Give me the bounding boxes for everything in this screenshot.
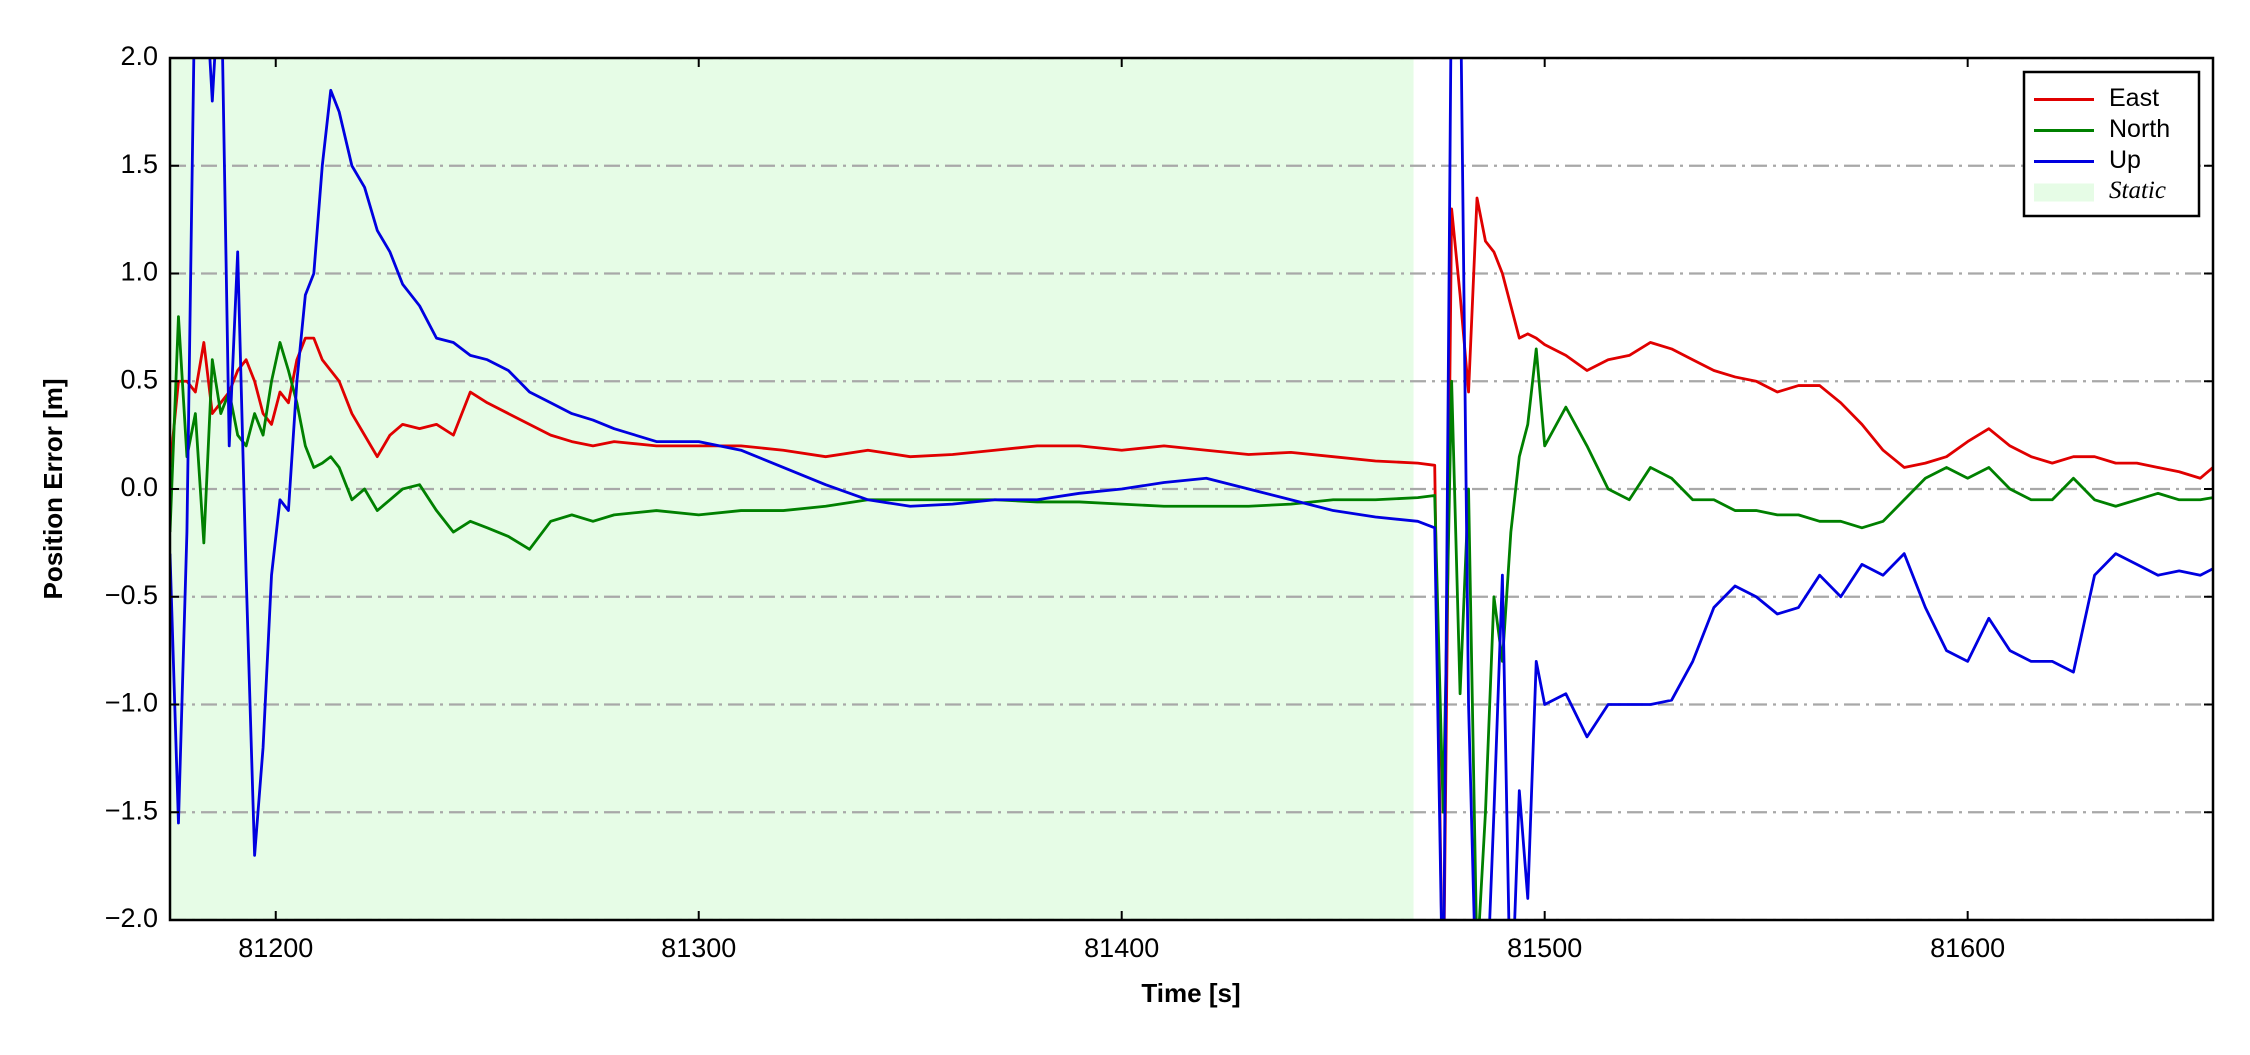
series-line xyxy=(170,315,2213,920)
series-line xyxy=(170,58,2213,920)
y-tick-label: 2.0 xyxy=(120,41,158,71)
x-axis-title: Time [s] xyxy=(1141,978,1240,1008)
x-tick-label: 81400 xyxy=(1084,933,1159,963)
axes: −2.0 −1.5 −1.0 −0.5 0.0 0.5 1.0 1.5 2.0 81200 8130… xyxy=(105,41,2215,963)
legend-label: Up xyxy=(2109,146,2141,174)
plot-area xyxy=(170,58,2213,920)
legend-label: East xyxy=(2109,84,2159,112)
x-tick-label: 81300 xyxy=(661,933,736,963)
legend-label: Static xyxy=(2109,177,2166,204)
x-tick-label: 81500 xyxy=(1507,933,1582,963)
plot-frame xyxy=(168,56,2215,922)
y-tick-label: −2.0 xyxy=(105,903,158,933)
legend-label: North xyxy=(2109,115,2170,143)
y-tick-label: 1.0 xyxy=(120,257,158,287)
y-tick-label: −1.0 xyxy=(105,688,158,718)
x-tick-label: 81200 xyxy=(238,933,313,963)
series-line xyxy=(170,196,2213,920)
y-tick-label: 0.5 xyxy=(120,364,158,394)
x-tick-label: 81600 xyxy=(1930,933,2005,963)
legend-swatch xyxy=(2034,183,2094,202)
y-tick-label: −1.5 xyxy=(105,795,158,825)
legend: East North Up Static xyxy=(2022,70,2201,218)
y-axis-title: Position Error [m] xyxy=(38,378,68,599)
y-tick-label: 1.5 xyxy=(120,149,158,179)
y-tick-label: −0.5 xyxy=(105,580,158,610)
y-tick-label: 0.0 xyxy=(120,472,158,502)
